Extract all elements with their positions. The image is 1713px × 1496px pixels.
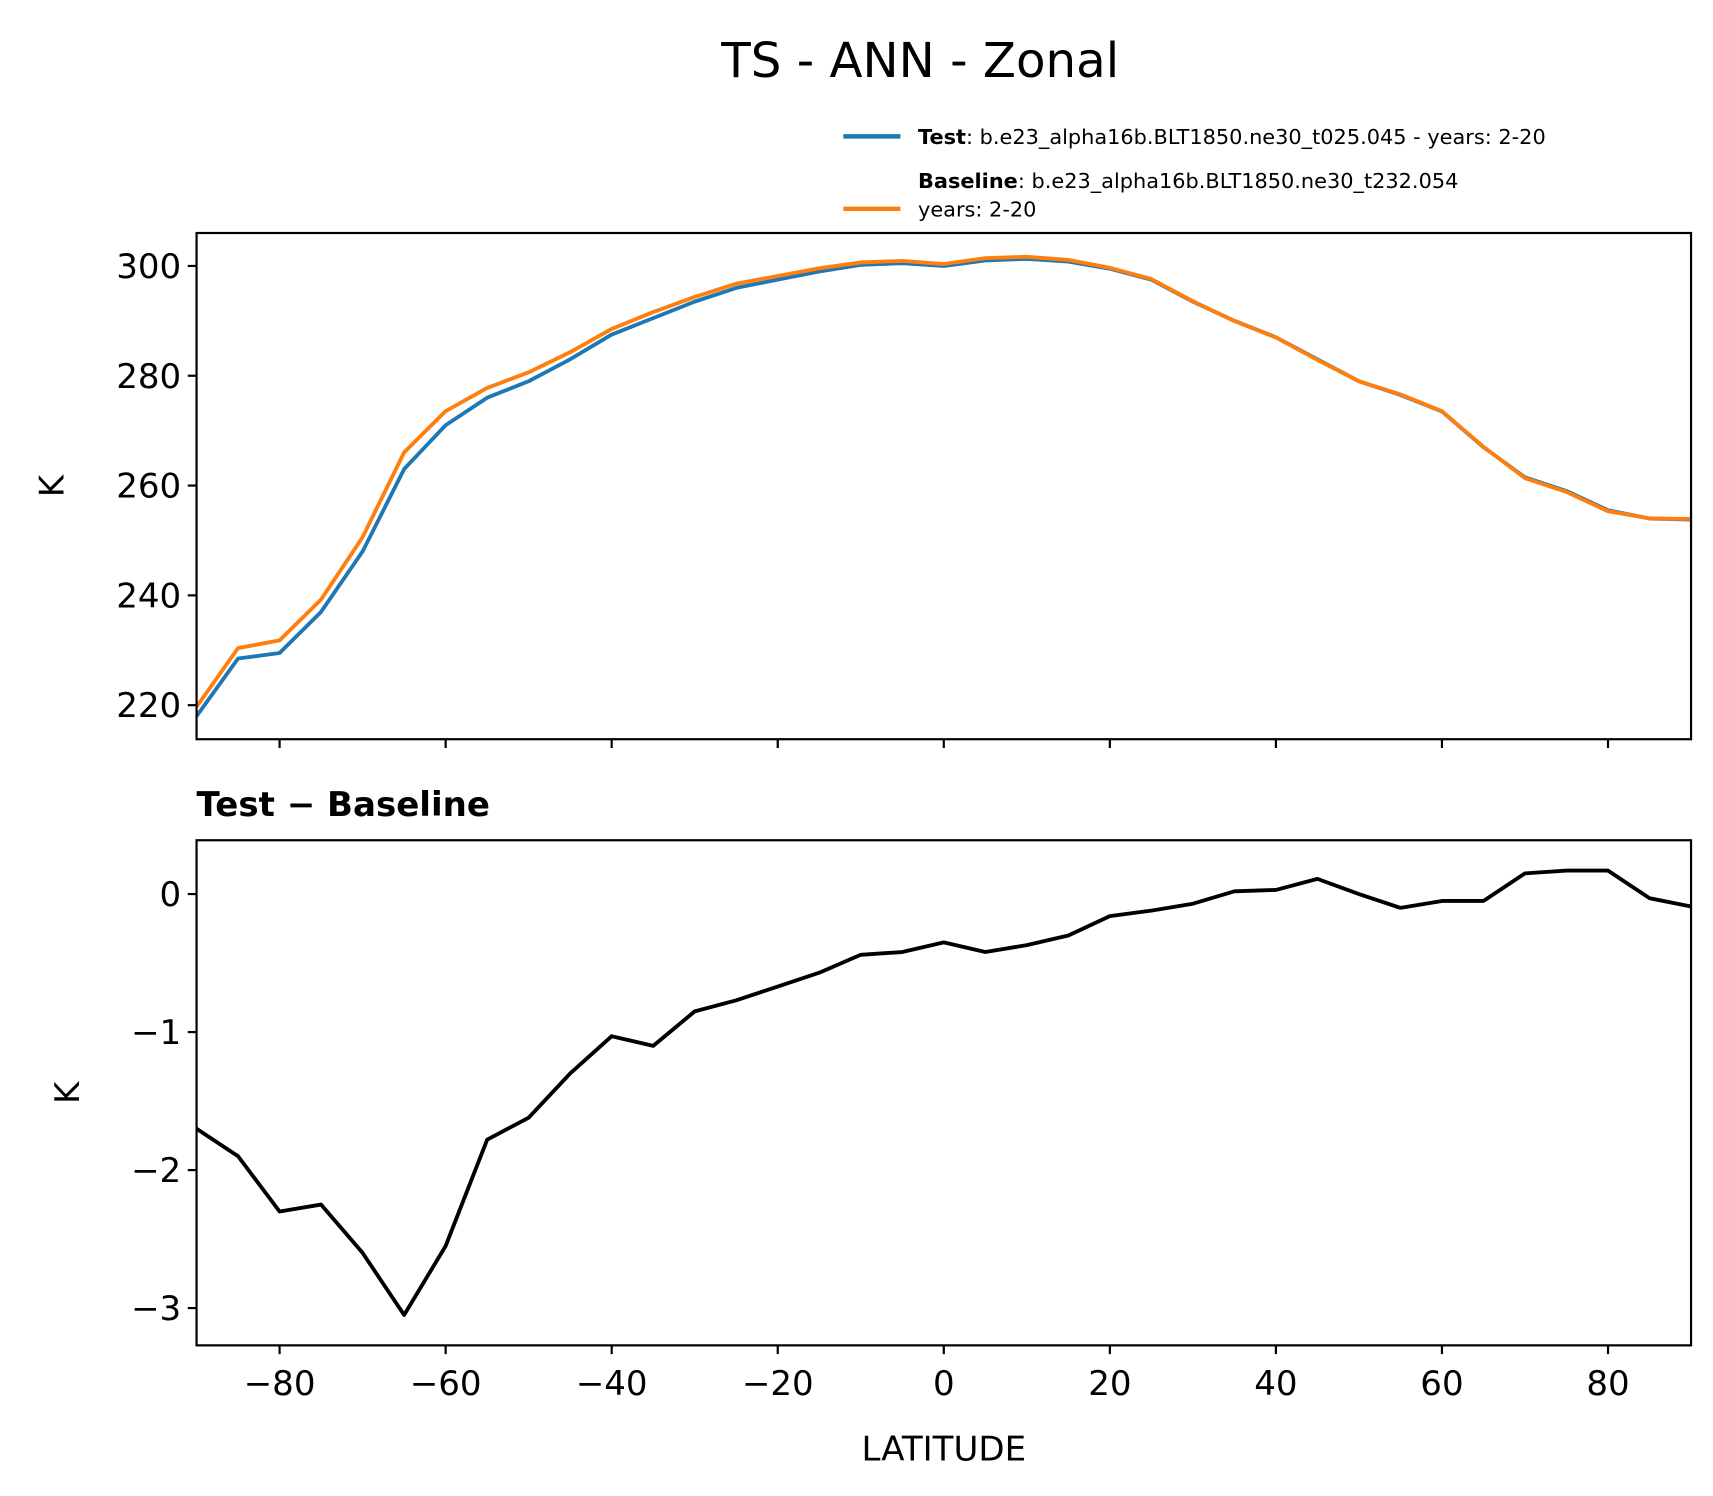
x-tick-label: 0 (933, 1364, 955, 1404)
y-axis-label: K (48, 1080, 88, 1104)
x-tick-label: −20 (742, 1364, 814, 1404)
y-axis-label: K (33, 473, 73, 497)
legend-label: Baseline: b.e23_alpha16b.BLT1850.ne30_t2… (918, 169, 1458, 194)
x-tick-label: −80 (244, 1364, 316, 1404)
data-line (196, 868, 1692, 1317)
data-line (196, 256, 1692, 718)
legend-description: : b.e23_alpha16b.BLT1850.ne30_t025.045 -… (966, 125, 1546, 150)
y-tick-label: 220 (116, 686, 181, 726)
y-tick-label: −2 (131, 1151, 181, 1191)
y-tick-label: 300 (116, 247, 181, 287)
legend-label: Test: b.e23_alpha16b.BLT1850.ne30_t025.0… (918, 125, 1546, 150)
x-tick-label: 60 (1420, 1364, 1463, 1404)
plot-frame (195, 231, 1693, 741)
subplot-title: Test − Baseline (197, 785, 490, 825)
legend-name: Test (918, 125, 966, 149)
x-tick-label: 40 (1254, 1364, 1297, 1404)
data-line (196, 254, 1692, 708)
legend-label: years: 2-20 (918, 198, 1036, 222)
x-tick-label: 80 (1586, 1364, 1629, 1404)
x-tick-label: 20 (1088, 1364, 1131, 1404)
legend-description: : b.e23_alpha16b.BLT1850.ne30_t232.054 (1018, 169, 1459, 194)
y-tick-label: −3 (131, 1289, 181, 1329)
y-tick-label: 260 (116, 467, 181, 507)
x-axis-label: LATITUDE (861, 1430, 1026, 1470)
y-tick-label: 0 (160, 875, 182, 915)
x-tick-label: −60 (410, 1364, 482, 1404)
x-tick-label: −40 (576, 1364, 648, 1404)
figure-title: TS - ANN - Zonal (720, 33, 1119, 89)
legend-name: Baseline (918, 169, 1018, 193)
y-tick-label: −1 (131, 1013, 181, 1053)
y-tick-label: 280 (116, 357, 181, 397)
plot-frame (195, 839, 1693, 1347)
y-tick-label: 240 (116, 576, 181, 616)
